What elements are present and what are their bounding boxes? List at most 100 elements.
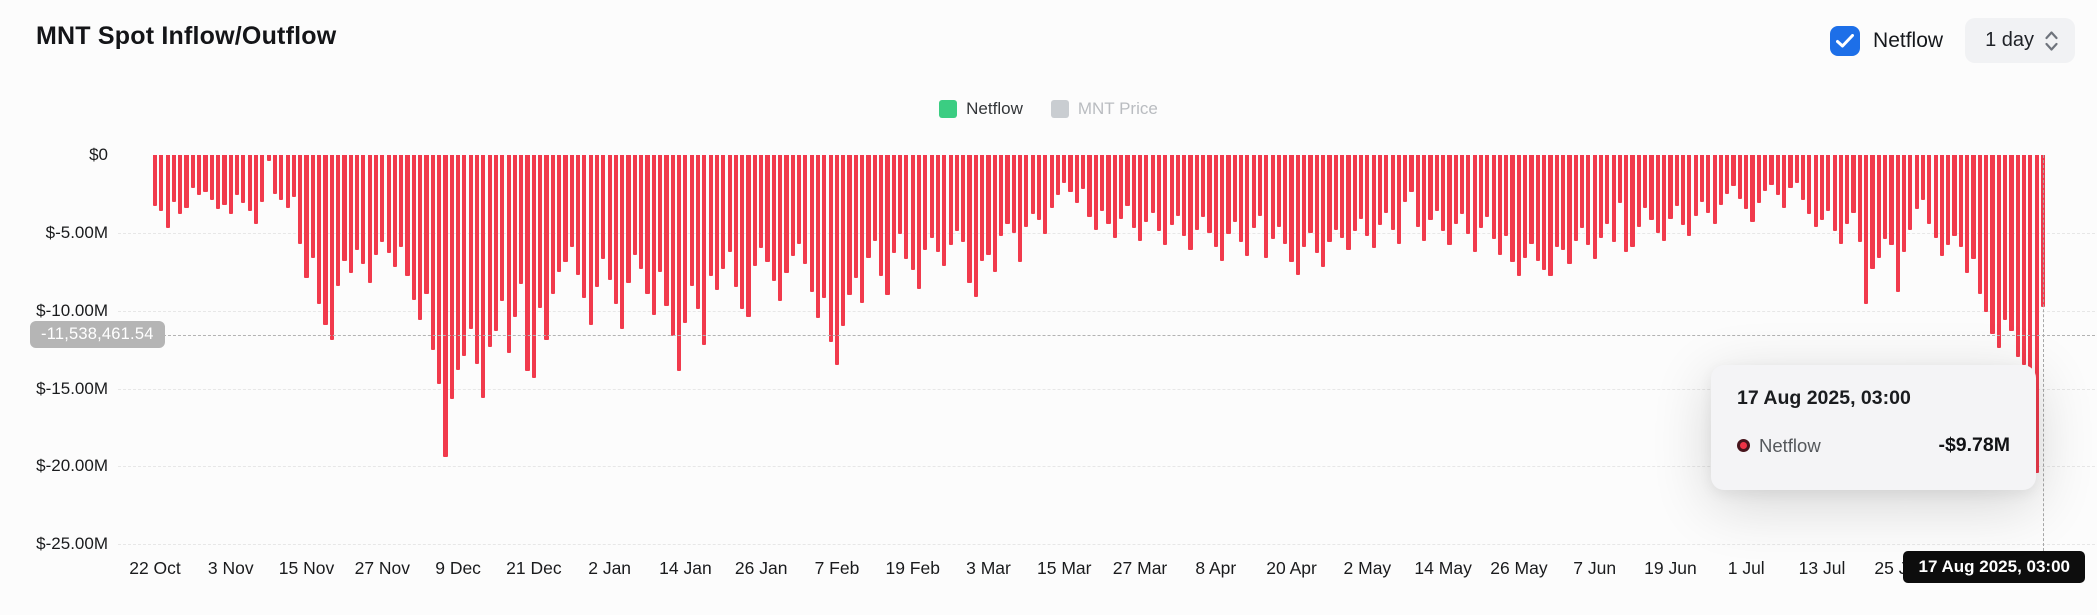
netflow-bar[interactable] (834, 155, 840, 366)
netflow-checkbox[interactable] (1830, 25, 1861, 56)
netflow-bar[interactable] (1144, 155, 1149, 222)
netflow-bar[interactable] (1321, 155, 1326, 268)
netflow-bar[interactable] (1068, 155, 1073, 193)
netflow-bar[interactable] (1649, 155, 1654, 221)
netflow-bar[interactable] (336, 155, 341, 286)
netflow-bar[interactable] (651, 155, 656, 316)
netflow-bar[interactable] (1194, 155, 1199, 230)
netflow-bar[interactable] (1131, 155, 1136, 229)
netflow-bar[interactable] (190, 155, 195, 188)
netflow-bar[interactable] (253, 155, 259, 224)
netflow-bar[interactable] (1447, 155, 1452, 246)
legend-item-mnt-price[interactable]: MNT Price (1050, 99, 1158, 119)
netflow-bar[interactable] (613, 155, 619, 305)
netflow-bar[interactable] (645, 155, 650, 294)
netflow-bar[interactable] (506, 155, 511, 353)
netflow-bar[interactable] (1800, 155, 1806, 201)
netflow-bar[interactable] (1497, 155, 1503, 255)
netflow-checkbox-group[interactable]: Netflow (1830, 25, 1943, 56)
netflow-bar[interactable] (1264, 155, 1269, 258)
netflow-bar[interactable] (538, 155, 543, 308)
netflow-bar[interactable] (260, 155, 265, 202)
netflow-bar[interactable] (626, 155, 631, 283)
netflow-bar[interactable] (1737, 155, 1742, 199)
netflow-bar[interactable] (1005, 155, 1010, 224)
netflow-bar[interactable] (1302, 155, 1307, 247)
netflow-bar[interactable] (885, 155, 890, 296)
netflow-bar[interactable] (1807, 155, 1812, 215)
netflow-bar[interactable] (1459, 155, 1465, 215)
netflow-bar[interactable] (1750, 155, 1755, 222)
netflow-bar[interactable] (392, 155, 398, 268)
netflow-bar[interactable] (815, 155, 821, 319)
netflow-bar[interactable] (1687, 155, 1692, 236)
netflow-bar[interactable] (1523, 155, 1528, 258)
netflow-bar[interactable] (992, 155, 997, 272)
netflow-bar[interactable] (664, 155, 669, 307)
netflow-bar[interactable] (1403, 155, 1408, 202)
netflow-bar[interactable] (424, 155, 429, 294)
netflow-bar[interactable] (1662, 155, 1667, 241)
netflow-bar[interactable] (222, 155, 227, 205)
netflow-bar[interactable] (209, 155, 214, 201)
netflow-bar[interactable] (2003, 155, 2008, 321)
netflow-bar[interactable] (1990, 155, 1995, 335)
netflow-bar[interactable] (1548, 155, 1553, 277)
netflow-bar[interactable] (1100, 155, 1105, 212)
netflow-bar[interactable] (247, 155, 252, 212)
netflow-bar[interactable] (1763, 155, 1768, 191)
netflow-bar[interactable] (1826, 155, 1831, 212)
netflow-bar[interactable] (272, 155, 278, 194)
netflow-bar[interactable] (935, 155, 941, 252)
netflow-bar[interactable] (1390, 155, 1395, 230)
netflow-bar[interactable] (1996, 155, 2001, 349)
netflow-bar[interactable] (1106, 155, 1111, 224)
netflow-bar[interactable] (1011, 155, 1016, 233)
netflow-bar[interactable] (512, 155, 517, 317)
netflow-bar[interactable] (1188, 155, 1193, 250)
netflow-bar[interactable] (1605, 155, 1610, 224)
netflow-bar[interactable] (1699, 155, 1705, 202)
netflow-bar[interactable] (1725, 155, 1730, 194)
netflow-bar[interactable] (386, 155, 391, 254)
netflow-bar[interactable] (2015, 155, 2020, 358)
netflow-bar[interactable] (999, 155, 1004, 236)
netflow-bar[interactable] (1340, 155, 1345, 238)
netflow-bar[interactable] (708, 155, 713, 277)
netflow-bar[interactable] (676, 155, 682, 372)
netflow-bar[interactable] (778, 155, 783, 302)
netflow-bar[interactable] (1283, 155, 1288, 244)
netflow-bar[interactable] (1870, 155, 1875, 269)
netflow-bar[interactable] (399, 155, 404, 247)
netflow-bar[interactable] (1643, 155, 1648, 208)
netflow-bar[interactable] (354, 155, 360, 250)
netflow-bar[interactable] (639, 155, 644, 269)
netflow-bar[interactable] (796, 155, 802, 244)
netflow-bar[interactable] (689, 155, 694, 286)
netflow-bar[interactable] (1782, 155, 1787, 208)
netflow-bar[interactable] (1226, 155, 1231, 235)
netflow-bar[interactable] (1150, 155, 1155, 213)
netflow-bar[interactable] (1542, 155, 1547, 271)
netflow-bar[interactable] (1554, 155, 1559, 247)
netflow-bar[interactable] (872, 155, 877, 241)
netflow-bar[interactable] (1965, 155, 1970, 274)
netflow-bar[interactable] (519, 155, 524, 285)
netflow-bar[interactable] (1308, 155, 1313, 233)
netflow-bar[interactable] (973, 155, 978, 297)
netflow-bar[interactable] (1327, 155, 1332, 243)
netflow-bar[interactable] (1478, 155, 1484, 229)
netflow-bar[interactable] (746, 155, 751, 317)
netflow-bar[interactable] (721, 155, 726, 269)
netflow-bar[interactable] (860, 155, 865, 303)
netflow-bar[interactable] (1156, 155, 1162, 232)
netflow-bar[interactable] (1769, 155, 1774, 185)
netflow-bar[interactable] (809, 155, 814, 293)
netflow-bar[interactable] (1346, 155, 1351, 250)
netflow-bar[interactable] (1251, 155, 1256, 229)
netflow-bar[interactable] (853, 155, 858, 278)
netflow-bar[interactable] (493, 155, 499, 331)
netflow-bar[interactable] (1137, 155, 1143, 241)
netflow-bar[interactable] (822, 155, 827, 299)
netflow-bar[interactable] (455, 155, 461, 370)
